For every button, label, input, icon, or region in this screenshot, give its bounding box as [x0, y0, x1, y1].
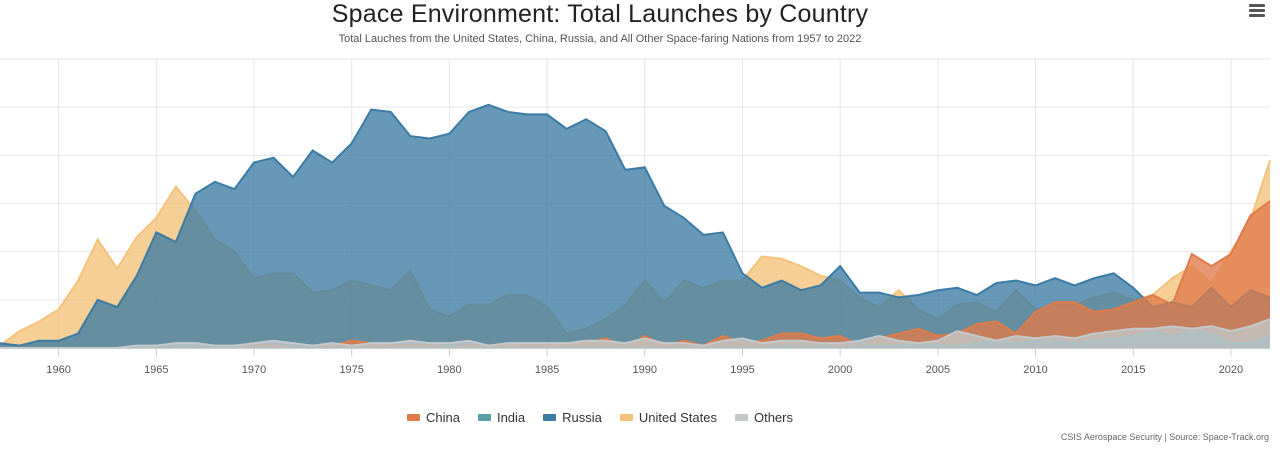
- hamburger-menu-icon[interactable]: [1249, 4, 1265, 18]
- x-tick-label: 1975: [339, 364, 363, 376]
- legend-item-india[interactable]: India: [477, 410, 526, 425]
- x-tick-label: 2015: [1121, 364, 1145, 376]
- legend-label-united-states: United States: [638, 410, 717, 425]
- legend-item-others[interactable]: Others: [734, 410, 793, 425]
- legend: China India Russia United States Others: [0, 410, 1200, 425]
- x-tick-label: 1970: [242, 364, 266, 376]
- legend-label-others: Others: [753, 410, 793, 425]
- legend-swatch-russia: [543, 414, 557, 421]
- x-tick-label: 1995: [730, 364, 754, 376]
- chart-title: Space Environment: Total Launches by Cou…: [331, 0, 869, 28]
- series-others[interactable]: [0, 318, 1271, 349]
- legend-swatch-others: [734, 414, 748, 421]
- x-axis: 1960 1965 1970 1975 1980 1985 1990 1995 2000 2005…: [0, 348, 1270, 376]
- x-tick-label: 1990: [633, 364, 657, 376]
- x-tick-label: 1985: [535, 364, 559, 376]
- area-russia[interactable]: [0, 104, 1270, 348]
- chart-plot: 1960 1965 1970 1975 1980 1985 1990 1995 2000 2005…: [0, 58, 1271, 376]
- legend-swatch-united-states: [619, 414, 633, 421]
- chart-subtitle: Total Lauches from the United States, Ch…: [338, 33, 862, 45]
- x-tick-label: 1960: [46, 364, 70, 376]
- x-tick-label: 1965: [144, 364, 168, 376]
- series-russia[interactable]: [0, 103, 1271, 348]
- x-tick-label: 1980: [437, 364, 461, 376]
- line-others: [0, 318, 1271, 349]
- legend-label-russia: Russia: [562, 410, 602, 425]
- line-russia: [0, 103, 1271, 347]
- area-series: [0, 103, 1271, 350]
- area-others[interactable]: [0, 319, 1270, 348]
- legend-label-china: China: [426, 410, 460, 425]
- legend-swatch-china: [407, 414, 420, 421]
- legend-swatch-india: [477, 414, 491, 421]
- x-tick-label: 2010: [1023, 364, 1047, 376]
- x-tick-label: 2000: [828, 364, 852, 376]
- legend-item-russia[interactable]: Russia: [543, 410, 602, 425]
- x-tick-label: 2020: [1219, 364, 1243, 376]
- legend-label-india: India: [496, 410, 526, 425]
- source-credit[interactable]: CSIS Aerospace Security | Source: Space-…: [1060, 432, 1269, 442]
- x-tick-label: 2005: [926, 364, 950, 376]
- legend-item-china[interactable]: China: [407, 410, 460, 425]
- legend-item-united-states[interactable]: United States: [619, 410, 717, 425]
